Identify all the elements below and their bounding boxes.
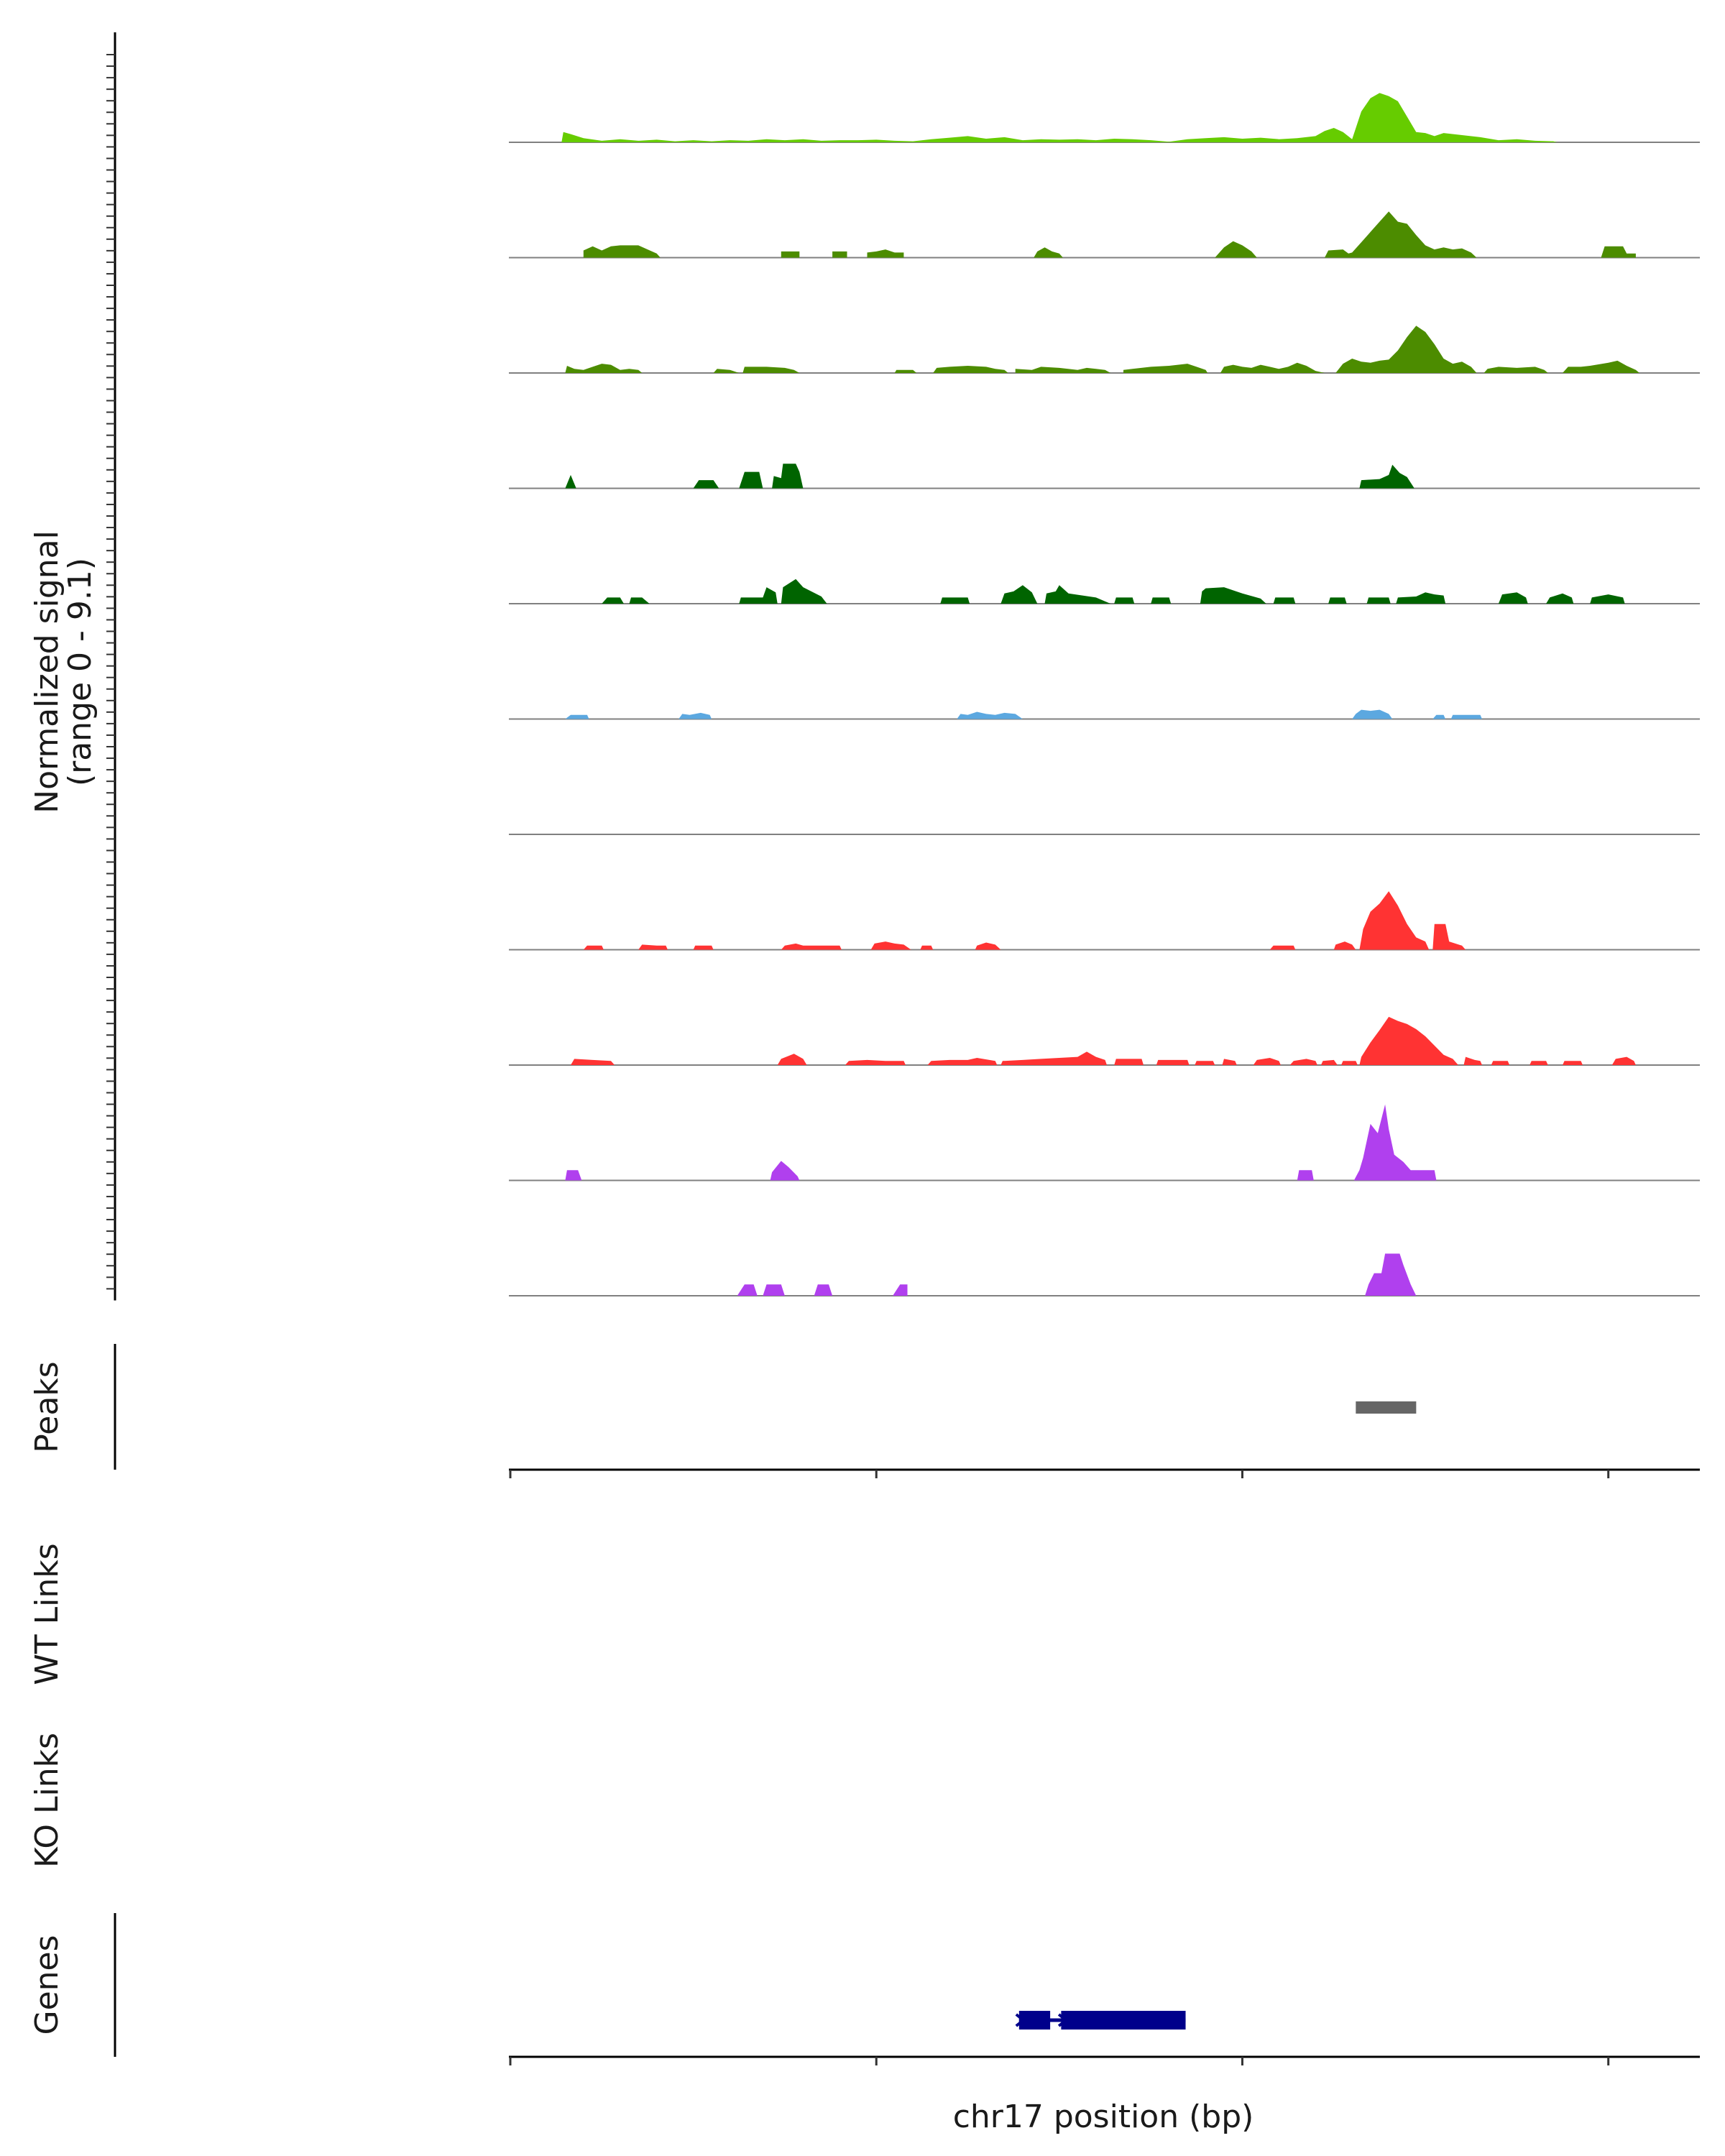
track-cko-dlk1-reticular bbox=[509, 1016, 1700, 1066]
track-wt-lef1-papillary bbox=[509, 93, 1700, 143]
coverage-area bbox=[565, 464, 1414, 489]
track-cko-tagln-papillary bbox=[509, 579, 1700, 604]
track-wt-dpp4-papillary bbox=[509, 211, 1700, 259]
coverage-area bbox=[737, 1253, 1417, 1296]
wt-links-track-label: WT Links bbox=[29, 1543, 65, 1685]
x-axis-upper bbox=[509, 1468, 1700, 1478]
gene-exon bbox=[1061, 2011, 1186, 2030]
track-cko-dpp4-papillary bbox=[509, 326, 1700, 374]
coverage-tracks bbox=[509, 93, 1700, 1296]
coverage-area bbox=[602, 579, 1625, 604]
coverage-area bbox=[571, 1016, 1636, 1065]
ko-links-track-label: KO Links bbox=[29, 1733, 65, 1868]
coverage-area bbox=[583, 891, 1466, 950]
track-wt-dlk1-reticular bbox=[509, 891, 1700, 951]
strand-arrow-icon bbox=[1057, 2013, 1069, 2027]
x-axis-lower bbox=[509, 2055, 1700, 2065]
coverage-area bbox=[565, 709, 1482, 719]
track-wt-fabp4-pre-adipocytes bbox=[509, 1104, 1700, 1181]
peaks-track bbox=[1356, 1401, 1417, 1414]
coverage-area bbox=[583, 211, 1636, 258]
coverage-area bbox=[565, 326, 1639, 373]
coverage-axis-title-line1: Normalized signal bbox=[29, 530, 65, 814]
coverage-area bbox=[561, 93, 1558, 142]
coverage-area bbox=[565, 1104, 1437, 1181]
peak-region bbox=[1356, 1401, 1417, 1414]
coverage-y-axis bbox=[106, 32, 116, 1301]
genes-track bbox=[1015, 2011, 1186, 2030]
track-wt-inhba-dermal-papilla bbox=[509, 709, 1700, 720]
peaks-track-label: Peaks bbox=[29, 1361, 65, 1452]
gene-gm8225 bbox=[1015, 2011, 1186, 2030]
track-wt-tagln-papillary bbox=[509, 464, 1700, 489]
genes-track-label: Genes bbox=[29, 1935, 65, 2035]
coverage-axis-title-line2: (range 0 - 9.1) bbox=[62, 558, 98, 786]
strand-arrow-icon bbox=[1015, 2013, 1026, 2027]
track-cko-fabp4-pre-adipocytes bbox=[509, 1253, 1700, 1296]
x-axis-title: chr17 position (bp) bbox=[953, 2099, 1254, 2135]
